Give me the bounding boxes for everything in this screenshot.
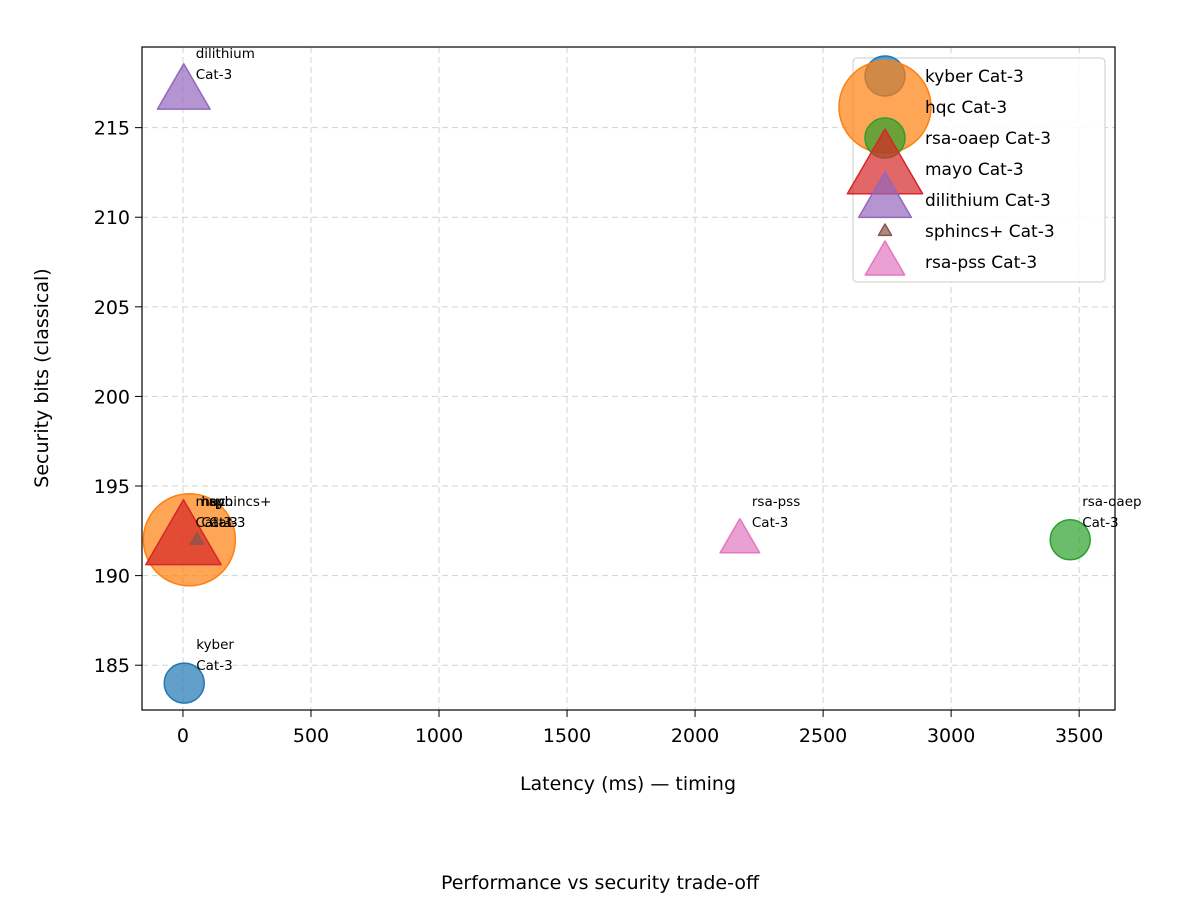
point-label-dilithium-cat-3: dilithium Cat-3 — [196, 46, 255, 83]
x-tick-label: 3000 — [927, 725, 975, 747]
legend: kyber Cat-3 hqc Cat-3 rsa-oaep Cat-3 mayo C… — [838, 55, 1106, 283]
x-tick-label: 1500 — [543, 725, 591, 747]
point-dilithium-cat-3 — [156, 63, 211, 110]
legend-label-sphincs-cat-3: sphincs+ Cat-3 — [925, 222, 1055, 242]
legend-label-dilithium-cat-3: dilithium Cat-3 — [925, 191, 1051, 211]
legend-label-rsa-pss-cat-3: rsa-pss Cat-3 — [925, 253, 1037, 273]
x-tick-label: 0 — [177, 725, 189, 747]
legend-marker-sphincs-cat-3 — [877, 223, 893, 237]
point-label-rsa-pss-cat-3: rsa-pss Cat-3 — [752, 494, 800, 531]
y-axis-label: Security bits (classical) — [31, 268, 53, 487]
y-tick-label: 200 — [94, 386, 130, 408]
data-points — [142, 63, 1091, 704]
y-tick-label: 185 — [94, 655, 130, 677]
point-sphincs-cat-3 — [189, 532, 205, 545]
legend-label-mayo-cat-3: mayo Cat-3 — [925, 160, 1024, 180]
legend-marker-dilithium-cat-3 — [857, 171, 913, 219]
y-tick-label: 205 — [94, 297, 130, 319]
y-tick-label: 215 — [94, 118, 130, 140]
legend-label-kyber-cat-3: kyber Cat-3 — [925, 67, 1024, 87]
point-rsa-pss-cat-3 — [719, 518, 761, 554]
x-tick-label: 3500 — [1055, 725, 1103, 747]
x-tick-label: 2500 — [799, 725, 847, 747]
point-mayo-cat-3 — [145, 499, 222, 566]
point-label-rsa-oaep-cat-3: rsa-oaep Cat-3 — [1082, 494, 1141, 531]
y-tick-label: 195 — [94, 476, 130, 498]
point-label-sphincs-cat-3: sphincs+ Cat-3 — [209, 494, 271, 531]
point-kyber-cat-3 — [163, 662, 205, 704]
point-label-hqc-cat-3: hqc Cat-3 — [201, 494, 237, 531]
x-tick-label: 2000 — [671, 725, 719, 747]
plot-frame — [141, 46, 1116, 711]
point-label-kyber-cat-3: kyber Cat-3 — [196, 637, 234, 674]
y-tick-label: 190 — [94, 566, 130, 588]
point-rsa-oaep-cat-3 — [1049, 519, 1091, 561]
chart-caption: Performance vs security trade-off — [441, 872, 760, 894]
x-tick-label: 500 — [293, 725, 329, 747]
y-axis-ticks: 185 190 195 200 205 210 215 — [94, 118, 142, 677]
x-axis-label: Latency (ms) — timing — [520, 773, 736, 795]
legend-label-hqc-cat-3: hqc Cat-3 — [925, 98, 1007, 118]
x-tick-label: 1000 — [415, 725, 463, 747]
point-labels: kyber Cat-3 hqc Cat-3 rsa-oaep Cat-3 mayo Cat-3… — [195, 46, 1141, 674]
legend-label-rsa-oaep-cat-3: rsa-oaep Cat-3 — [925, 129, 1051, 149]
legend-marker-rsa-pss-cat-3 — [864, 240, 906, 276]
point-label-mayo-cat-3: mayo Cat-3 — [195, 494, 233, 531]
x-axis-ticks: 0 500 1000 1500 2000 2500 3000 3500 — [177, 710, 1103, 747]
y-tick-label: 210 — [94, 207, 130, 229]
